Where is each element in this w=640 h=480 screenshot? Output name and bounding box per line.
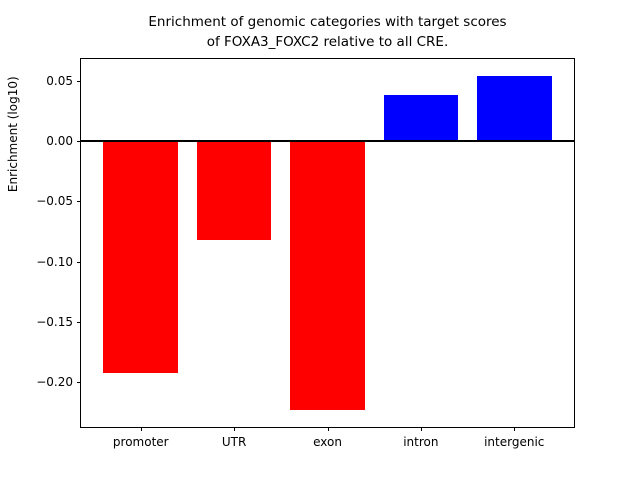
x-tick-mark <box>327 427 329 431</box>
x-tick-mark <box>234 427 236 431</box>
y-tick-label: −0.20 <box>36 375 73 390</box>
bar-intron <box>383 95 459 142</box>
y-axis-label: Enrichment (log10) <box>6 76 20 193</box>
plot-area: 0.05 0.00 −0.05 −0.10 −0.15 −0.20 promoter UTR e… <box>36 58 575 449</box>
chart-title: Enrichment of genomic categories with ta… <box>80 13 575 52</box>
y-tick-mark <box>77 322 81 324</box>
x-tick-mark <box>420 427 422 431</box>
bar-UTR <box>196 141 272 240</box>
y-tick-label: −0.15 <box>36 315 73 330</box>
x-tick-label-intergenic: intergenic <box>484 435 545 449</box>
y-tick-mark <box>77 261 81 263</box>
y-tick-label: 0.05 <box>46 73 73 88</box>
x-tick-label-exon: exon <box>313 435 342 449</box>
y-tick-mark <box>77 80 81 82</box>
y-tick-mark <box>77 201 81 203</box>
bar-exon <box>290 141 365 411</box>
y-tick-label: 0.00 <box>46 134 73 149</box>
zero-line <box>81 140 574 143</box>
x-tick-label-promoter: promoter <box>112 435 169 449</box>
bar-promoter <box>103 141 179 373</box>
x-tick-mark <box>514 427 516 431</box>
y-tick-label: −0.10 <box>36 254 73 269</box>
x-tick-label-intron: intron <box>403 435 439 449</box>
y-tick-mark <box>77 141 81 143</box>
x-tick-mark <box>140 427 142 431</box>
x-tick-label-UTR: UTR <box>221 435 247 449</box>
chart-title-line-2: of FOXA3_FOXC2 relative to all CRE. <box>206 33 449 50</box>
y-tick-mark <box>77 382 81 384</box>
plot-inner: 0.05 0.00 −0.05 −0.10 −0.15 −0.20 promoter UTR e… <box>36 59 574 449</box>
y-tick-label: −0.05 <box>36 194 73 209</box>
chart-title-line-1: Enrichment of genomic categories with ta… <box>148 14 507 30</box>
bar-intergenic <box>476 75 552 142</box>
